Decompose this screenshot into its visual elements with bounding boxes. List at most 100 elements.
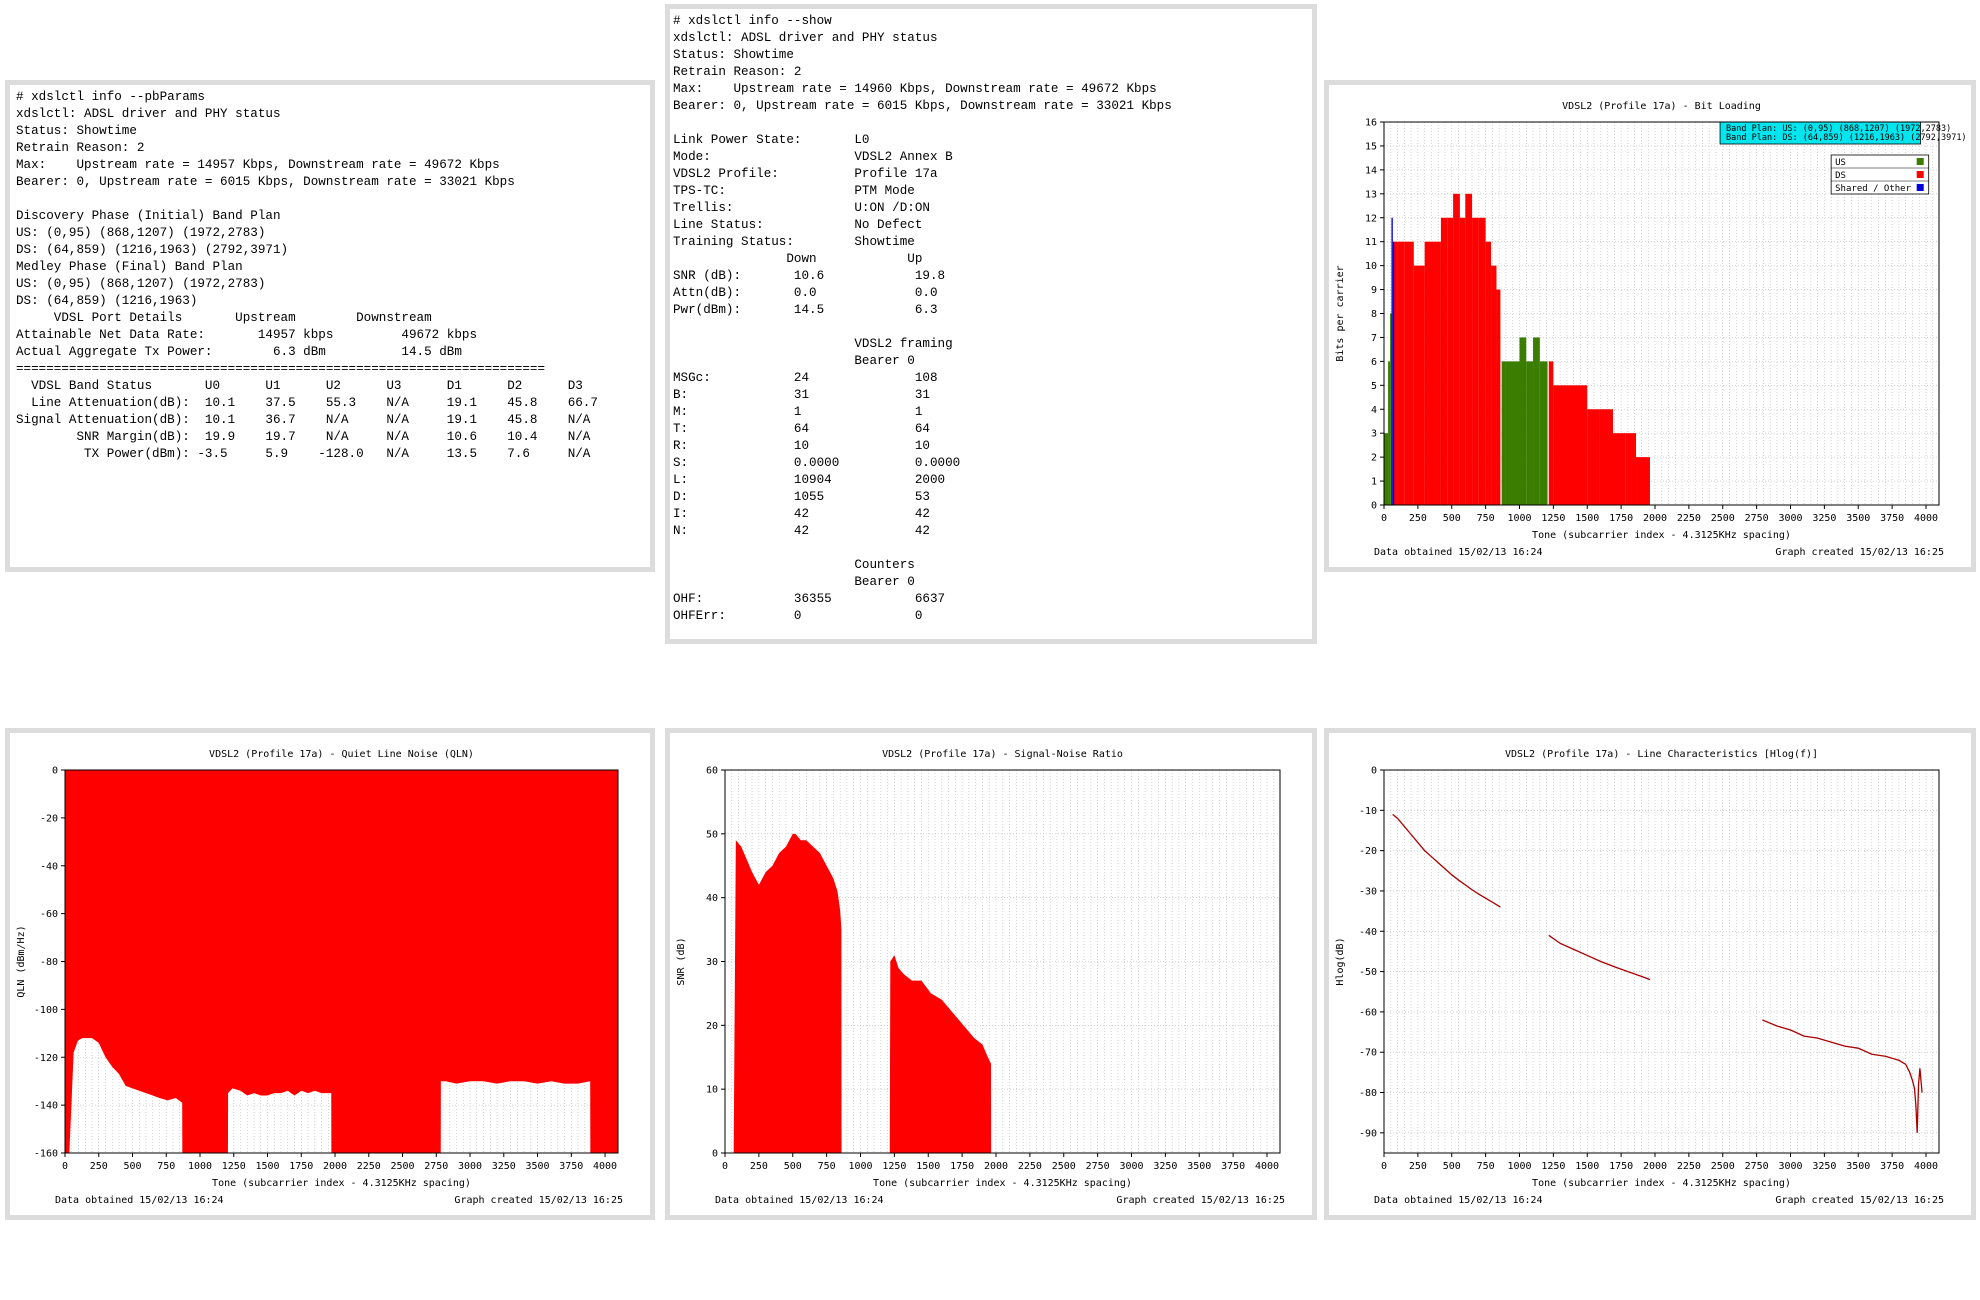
bar-ds-22 bbox=[1625, 433, 1637, 505]
legend-swatch bbox=[1916, 184, 1924, 191]
x-axis-label: Tone (subcarrier index - 4.3125KHz spaci… bbox=[1532, 530, 1791, 541]
data-obtained-label: Data obtained 15/02/13 16:24 bbox=[715, 1195, 884, 1206]
bar-ds-19 bbox=[1587, 409, 1600, 505]
x-tick-label: 1750 bbox=[1609, 1161, 1633, 1172]
y-tick-label: 30 bbox=[706, 957, 718, 968]
output-line: TPS-TC: PTM Mode bbox=[673, 184, 915, 198]
output-line: Max: Upstream rate = 14960 Kbps, Downstr… bbox=[673, 82, 1157, 96]
output-line: US: (0,95) (868,1207) (1972,2783) bbox=[16, 226, 266, 240]
x-axis-label: Tone (subcarrier index - 4.3125KHz spaci… bbox=[873, 1178, 1132, 1189]
hlog-line-1 bbox=[1548, 934, 1651, 981]
chart-title: VDSL2 (Profile 17a) - Bit Loading bbox=[1562, 101, 1761, 112]
x-tick-label: 1500 bbox=[255, 1161, 279, 1172]
bitloading-panel: VDSL2 (Profile 17a) - Bit Loading Band Pl… bbox=[1324, 80, 1976, 572]
x-tick-label: 0 bbox=[1381, 513, 1387, 524]
data-obtained-label: Data obtained 15/02/13 16:24 bbox=[1374, 1195, 1543, 1206]
x-tick-label: 500 bbox=[1443, 513, 1461, 524]
bar-ds-2 bbox=[1404, 241, 1414, 505]
x-tick-label: 3000 bbox=[1778, 513, 1802, 524]
x-tick-label: 250 bbox=[90, 1161, 108, 1172]
grid bbox=[1383, 769, 1939, 1153]
output-line: US: (0,95) (868,1207) (1972,2783) bbox=[16, 277, 266, 291]
bar-shared-other-1 bbox=[1392, 241, 1395, 505]
y-tick-label: 0 bbox=[1371, 766, 1377, 777]
y-tick-label: 50 bbox=[706, 829, 718, 840]
y-tick-label: 10 bbox=[706, 1085, 718, 1096]
y-axis-label: Bits per carrier bbox=[1335, 265, 1346, 361]
y-tick-label: -60 bbox=[1359, 1007, 1377, 1018]
y-tick-label: 40 bbox=[706, 893, 718, 904]
y-tick-label: -20 bbox=[1359, 846, 1377, 857]
legend-box bbox=[1830, 154, 1930, 195]
output-line: Bearer 0 bbox=[673, 354, 915, 368]
output-line: xdslctl: ADSL driver and PHY status bbox=[16, 107, 281, 121]
output-line: OHFErr: 0 0 bbox=[673, 609, 923, 623]
legend-label: Shared / Other bbox=[1835, 184, 1911, 194]
x-tick-label: 750 bbox=[1477, 1161, 1495, 1172]
x-tick-label: 3750 bbox=[1880, 1161, 1904, 1172]
bar-ds-21 bbox=[1612, 433, 1626, 505]
chart-title: VDSL2 (Profile 17a) - Signal-Noise Ratio bbox=[882, 749, 1123, 760]
x-tick-label: 4000 bbox=[1255, 1161, 1279, 1172]
x-tick-label: 3000 bbox=[1778, 1161, 1802, 1172]
x-tick-label: 2750 bbox=[1745, 513, 1769, 524]
output-line: S: 0.0000 0.0000 bbox=[673, 456, 961, 470]
x-tick-label: 2000 bbox=[1643, 513, 1667, 524]
x-tick-label: 750 bbox=[157, 1161, 175, 1172]
y-tick-label: -50 bbox=[1359, 967, 1377, 978]
bar-us-3 bbox=[1501, 361, 1506, 505]
hlog-line-0 bbox=[1392, 813, 1501, 908]
bar-ds-8 bbox=[1453, 193, 1460, 505]
bar-us-2 bbox=[1390, 313, 1393, 505]
x-tick-label: 2000 bbox=[1643, 1161, 1667, 1172]
x-tick-label: 1250 bbox=[1541, 1161, 1565, 1172]
x-tick-label: 1500 bbox=[916, 1161, 940, 1172]
output-line: Link Power State: L0 bbox=[673, 133, 870, 147]
output-line: Bearer: 0, Upstream rate = 6015 Kbps, Do… bbox=[16, 175, 515, 189]
bar-us-1 bbox=[1388, 361, 1391, 505]
chart-title: VDSL2 (Profile 17a) - Quiet Line Noise (… bbox=[209, 749, 474, 760]
y-tick-label: 9 bbox=[1371, 285, 1377, 296]
x-tick-label: 1000 bbox=[848, 1161, 872, 1172]
output-line: OHF: 36355 6637 bbox=[673, 592, 946, 606]
x-tick-label: 250 bbox=[1409, 513, 1427, 524]
y-tick-label: 3 bbox=[1371, 429, 1377, 440]
y-tick-label: 8 bbox=[1371, 309, 1377, 320]
output-line: SNR Margin(dB): 19.9 19.7 N/A N/A 10.6 1… bbox=[16, 430, 591, 444]
x-tick-label: 1250 bbox=[1541, 513, 1565, 524]
y-tick-label: -80 bbox=[40, 957, 58, 968]
output-line: DS: (64,859) (1216,1963) (2792,3971) bbox=[16, 243, 289, 257]
x-tick-label: 4000 bbox=[593, 1161, 617, 1172]
y-tick-label: 1 bbox=[1371, 477, 1377, 488]
x-tick-label: 2500 bbox=[1711, 1161, 1735, 1172]
x-tick-label: 3250 bbox=[1812, 1161, 1836, 1172]
bar-ds-9 bbox=[1459, 217, 1466, 505]
output-line: VDSL2 framing bbox=[673, 337, 953, 351]
hlog-line-2 bbox=[1762, 1019, 1923, 1133]
legend-swatch bbox=[1916, 158, 1924, 165]
x-tick-label: 250 bbox=[750, 1161, 768, 1172]
output-line: Line Status: No Defect bbox=[673, 218, 923, 232]
y-tick-label: -30 bbox=[1359, 886, 1377, 897]
output-line: xdslctl: ADSL driver and PHY status bbox=[673, 31, 938, 45]
y-tick-label: -40 bbox=[40, 861, 58, 872]
output-line: Retrain Reason: 2 bbox=[16, 141, 145, 155]
x-tick-label: 2750 bbox=[1745, 1161, 1769, 1172]
bar-ds-10 bbox=[1465, 193, 1473, 505]
y-tick-label: 13 bbox=[1365, 189, 1377, 200]
output-line: M: 1 1 bbox=[673, 405, 923, 419]
y-tick-label: -160 bbox=[34, 1149, 58, 1160]
x-tick-label: 3750 bbox=[1221, 1161, 1245, 1172]
output-line: ========================================… bbox=[16, 362, 546, 376]
show-panel: # xdslctl info --show xdslctl: ADSL driv… bbox=[665, 4, 1317, 644]
y-axis-label: Hlog(dB) bbox=[1335, 937, 1346, 985]
grid bbox=[724, 769, 1280, 1154]
y-tick-label: 20 bbox=[706, 1021, 718, 1032]
y-tick-label: -40 bbox=[1359, 927, 1377, 938]
y-tick-label: -60 bbox=[40, 909, 58, 920]
x-tick-label: 2750 bbox=[1086, 1161, 1110, 1172]
output-line: Trellis: U:ON /D:ON bbox=[673, 201, 930, 215]
output-line: DS: (64,859) (1216,1963) bbox=[16, 294, 198, 308]
output-line: Status: Showtime bbox=[673, 48, 794, 62]
output-line: Line Attenuation(dB): 10.1 37.5 55.3 N/A… bbox=[16, 396, 598, 410]
